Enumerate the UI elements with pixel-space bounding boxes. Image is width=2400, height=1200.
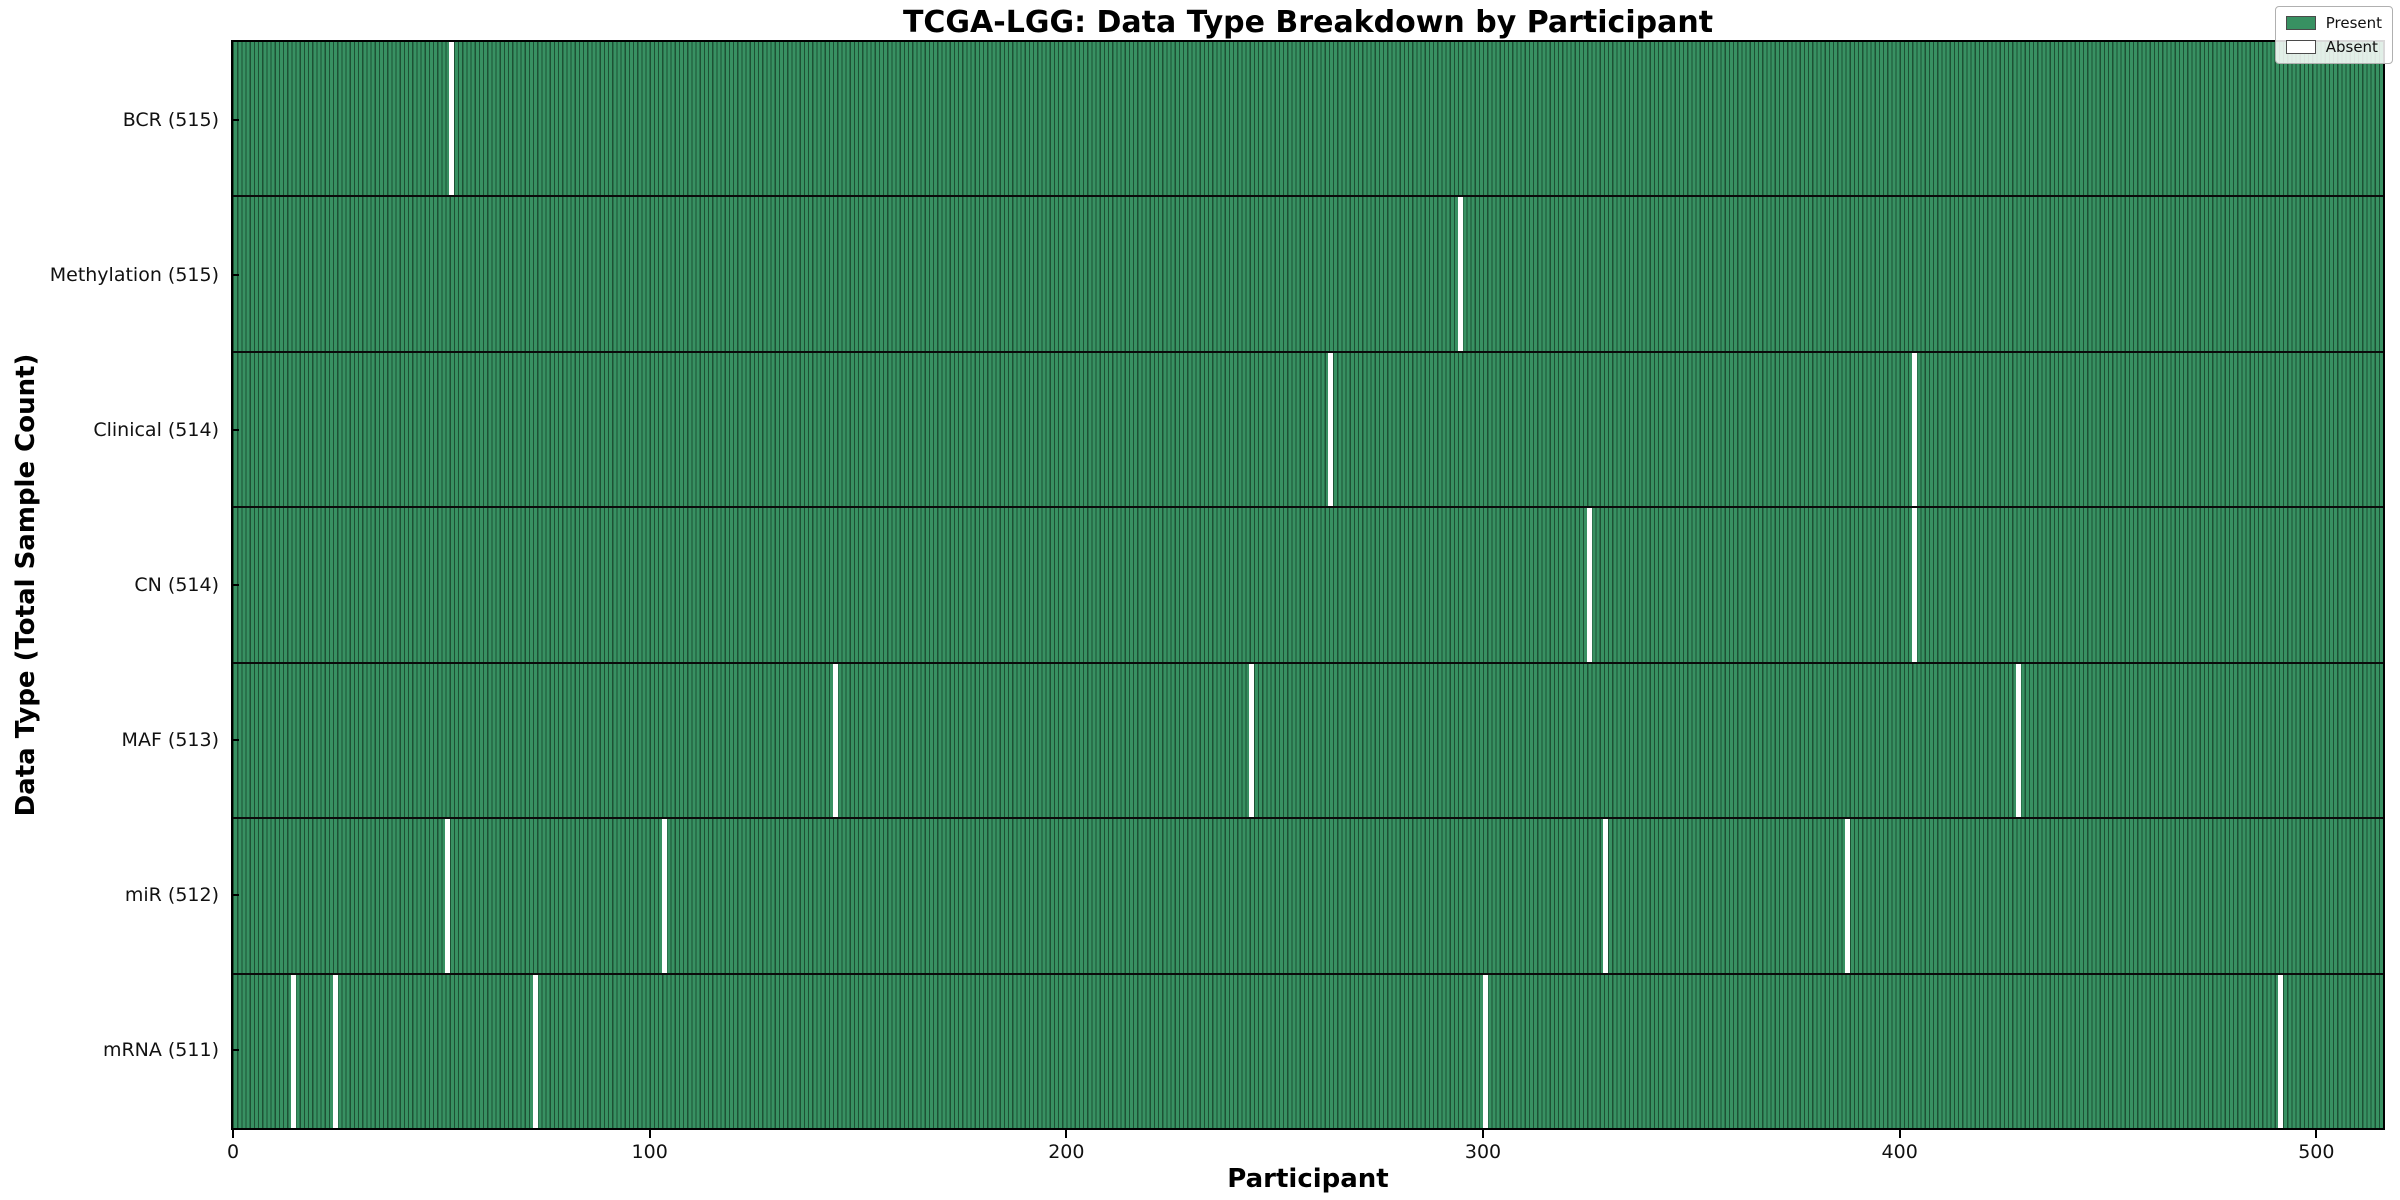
ytick-mark <box>231 1049 239 1052</box>
row-miR <box>233 817 2383 973</box>
ytick-mark <box>231 894 239 897</box>
xtick-mark <box>1898 1130 1901 1138</box>
row-Methylation <box>233 195 2383 351</box>
legend-item-present: Present <box>2285 14 2382 32</box>
ytick-label-MAF: MAF (513) <box>121 729 219 752</box>
y-axis-ticks: BCR (515) Methylation (515) Clinical (514)… <box>0 42 239 1128</box>
xtick-label-400: 400 <box>1881 1141 1918 1163</box>
ytick-label-BCR: BCR (515) <box>122 108 219 131</box>
xtick-label-0: 0 <box>226 1141 240 1163</box>
xtick-label-300: 300 <box>1464 1141 1502 1163</box>
absent-gap <box>1457 197 1463 351</box>
xtick-mark <box>232 1130 234 1138</box>
xtick-mark <box>2315 1130 2318 1138</box>
ytick-mark <box>231 118 239 121</box>
ytick-mark <box>231 584 239 586</box>
xtick-mark <box>1482 1130 1484 1138</box>
row-mRNA <box>233 972 2383 1128</box>
absent-gap <box>832 663 838 818</box>
xtick-label-500: 500 <box>2298 1141 2335 1163</box>
x-axis-ticks: 0 100 200 300 400 500 <box>227 1128 2383 1178</box>
ytick-label-mRNA: mRNA (511) <box>102 1039 219 1062</box>
absent-gap <box>1249 663 1255 818</box>
absent-gap <box>445 819 451 973</box>
absent-gap <box>1482 974 1488 1128</box>
plot-area <box>233 42 2383 1128</box>
ytick-label-Clinical: Clinical (514) <box>93 418 219 441</box>
absent-swatch-icon <box>2285 40 2316 54</box>
absent-gap <box>449 42 455 196</box>
ytick-label-CN: CN (514) <box>134 574 219 596</box>
absent-gap <box>2278 974 2284 1128</box>
absent-gap <box>532 974 538 1128</box>
legend: Present Absent <box>2274 6 2393 64</box>
absent-gap <box>1911 508 1917 662</box>
legend-label-absent: Absent <box>2325 38 2378 56</box>
absent-gap <box>1586 508 1592 662</box>
absent-gap <box>1845 819 1851 973</box>
ytick-label-Methylation: Methylation (515) <box>49 263 219 286</box>
absent-gap <box>1603 819 1609 973</box>
xtick-label-100: 100 <box>631 1141 668 1163</box>
ytick-mark <box>231 739 239 742</box>
xtick-mark <box>1065 1130 1068 1138</box>
absent-gap <box>1911 352 1917 507</box>
ytick-mark <box>231 273 239 276</box>
row-MAF <box>233 661 2383 818</box>
x-axis-label: Participant <box>1227 1164 1389 1194</box>
present-swatch-icon <box>2285 16 2316 30</box>
absent-gap <box>2015 663 2021 818</box>
row-BCR <box>233 42 2383 196</box>
legend-item-absent: Absent <box>2285 38 2382 56</box>
xtick-mark <box>648 1130 651 1138</box>
legend-label-present: Present <box>2325 14 2382 32</box>
absent-gap <box>661 819 667 973</box>
absent-gap <box>290 974 296 1128</box>
absent-gap <box>332 974 338 1128</box>
row-Clinical <box>233 350 2383 507</box>
chart-title: TCGA-LGG: Data Type Breakdown by Partici… <box>902 5 1714 40</box>
xtick-label-200: 200 <box>1048 1141 1085 1163</box>
row-CN <box>233 506 2383 662</box>
ytick-mark <box>231 428 239 431</box>
ytick-label-miR: miR (512) <box>124 884 219 907</box>
absent-gap <box>1328 352 1334 507</box>
